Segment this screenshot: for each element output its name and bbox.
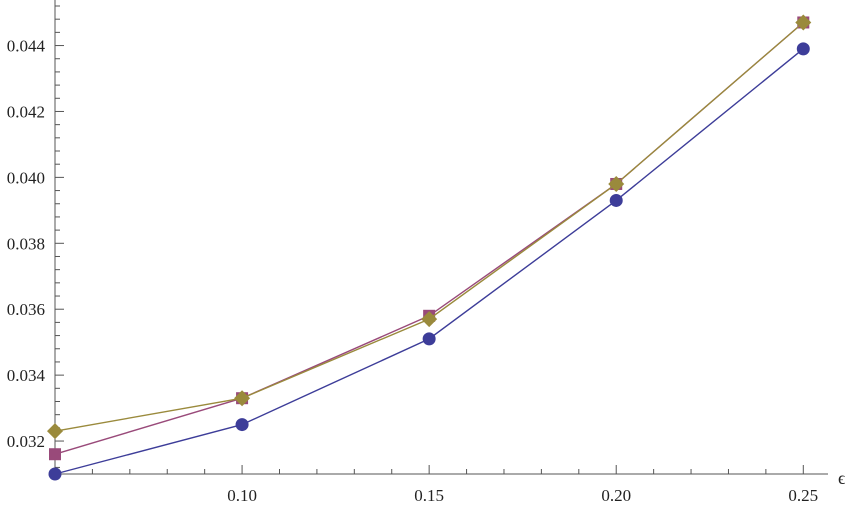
data-point [234, 390, 251, 407]
data-point [235, 418, 249, 432]
data-point [421, 311, 438, 328]
data-point [49, 448, 61, 461]
y-tick-label: 0.042 [7, 102, 45, 121]
series-3 [47, 14, 812, 440]
y-tick-label: 0.036 [7, 300, 45, 319]
data-point [796, 42, 810, 56]
y-tick-label: 0.038 [7, 234, 45, 253]
y-tick-label: 0.044 [7, 37, 46, 56]
x-axis-label: ϵ [838, 468, 845, 488]
data-point [608, 175, 625, 192]
y-tick-label: 0.034 [7, 366, 46, 385]
data-point [609, 193, 623, 207]
data-point [795, 14, 812, 31]
axes [54, 0, 828, 475]
series-2 [49, 16, 810, 461]
x-tick-label: 0.25 [788, 486, 818, 505]
x-tick-label: 0.20 [601, 486, 631, 505]
x-tick-label: 0.15 [414, 486, 444, 505]
series-line [54, 48, 804, 475]
data-point [422, 332, 436, 346]
y-tick-label: 0.040 [7, 168, 45, 187]
series-layer [47, 14, 812, 481]
series-1 [48, 42, 810, 481]
data-point [47, 423, 63, 440]
tick-labels: 0.10 0.15 0.20 0.25 0.032 0.034 0.036 0.038 0.04… [7, 37, 818, 505]
y-tick-label: 0.032 [7, 432, 45, 451]
data-point [48, 467, 62, 481]
series-line [54, 21, 804, 432]
series-line [54, 21, 804, 455]
x-tick-label: 0.10 [227, 486, 257, 505]
